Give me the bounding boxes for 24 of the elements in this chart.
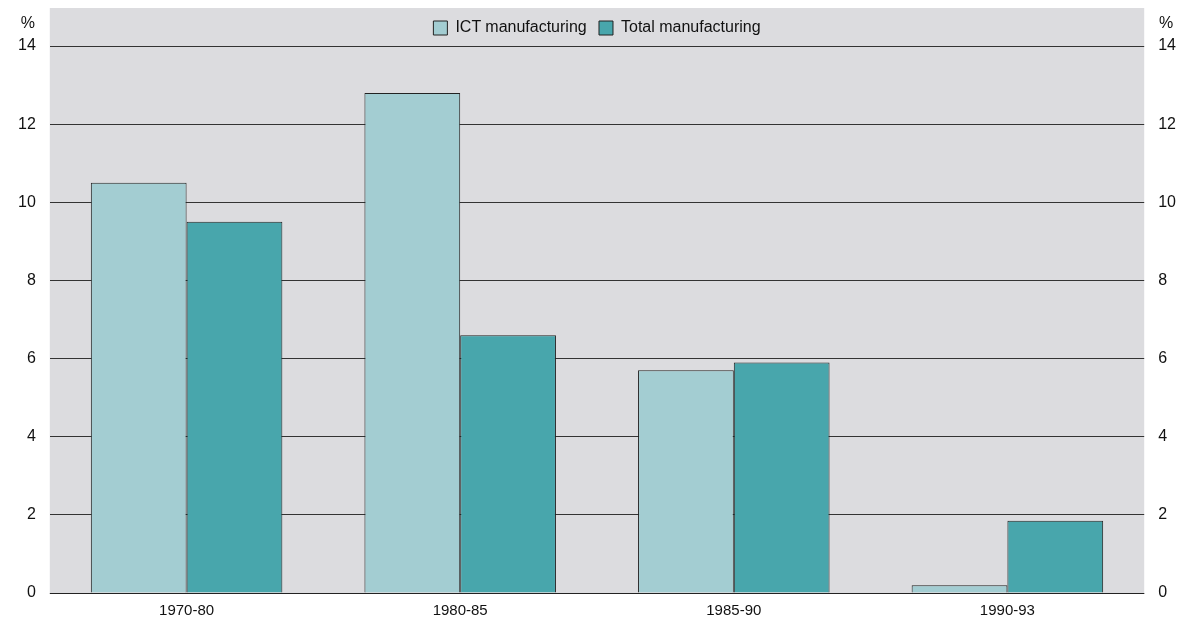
y-tick-label: 8 — [26, 270, 36, 288]
x-tick-label: 1970-80 — [159, 601, 215, 619]
y-axis-title: % — [20, 14, 35, 32]
y-tick-label: 12 — [18, 114, 36, 132]
y2-tick-label: 12 — [1158, 114, 1177, 132]
y2-tick-label: 10 — [1158, 192, 1177, 210]
y-tick-label: 4 — [26, 427, 36, 445]
y2-tick-label: 6 — [1158, 348, 1168, 366]
y-tick-label: 6 — [26, 348, 36, 366]
y-tick-label: 14 — [18, 36, 36, 54]
y2-axis-title: % — [1159, 14, 1174, 32]
x-tick-label: 1990-93 — [979, 601, 1035, 619]
x-tick-label: 1980-85 — [432, 601, 488, 619]
y-tick-label: 10 — [18, 192, 36, 210]
y2-tick-label: 2 — [1158, 505, 1168, 523]
y2-tick-label: 8 — [1158, 270, 1168, 288]
y-tick-label: 0 — [26, 583, 36, 601]
y2-tick-label: 14 — [1158, 36, 1177, 54]
legend-label: ICT manufacturing — [455, 18, 587, 36]
y2-tick-label: 4 — [1158, 427, 1168, 445]
y2-tick-label: 0 — [1158, 583, 1168, 601]
y-tick-label: 2 — [26, 505, 36, 523]
x-tick-label: 1985-90 — [706, 601, 762, 619]
legend-label: Total manufacturing — [620, 18, 761, 36]
